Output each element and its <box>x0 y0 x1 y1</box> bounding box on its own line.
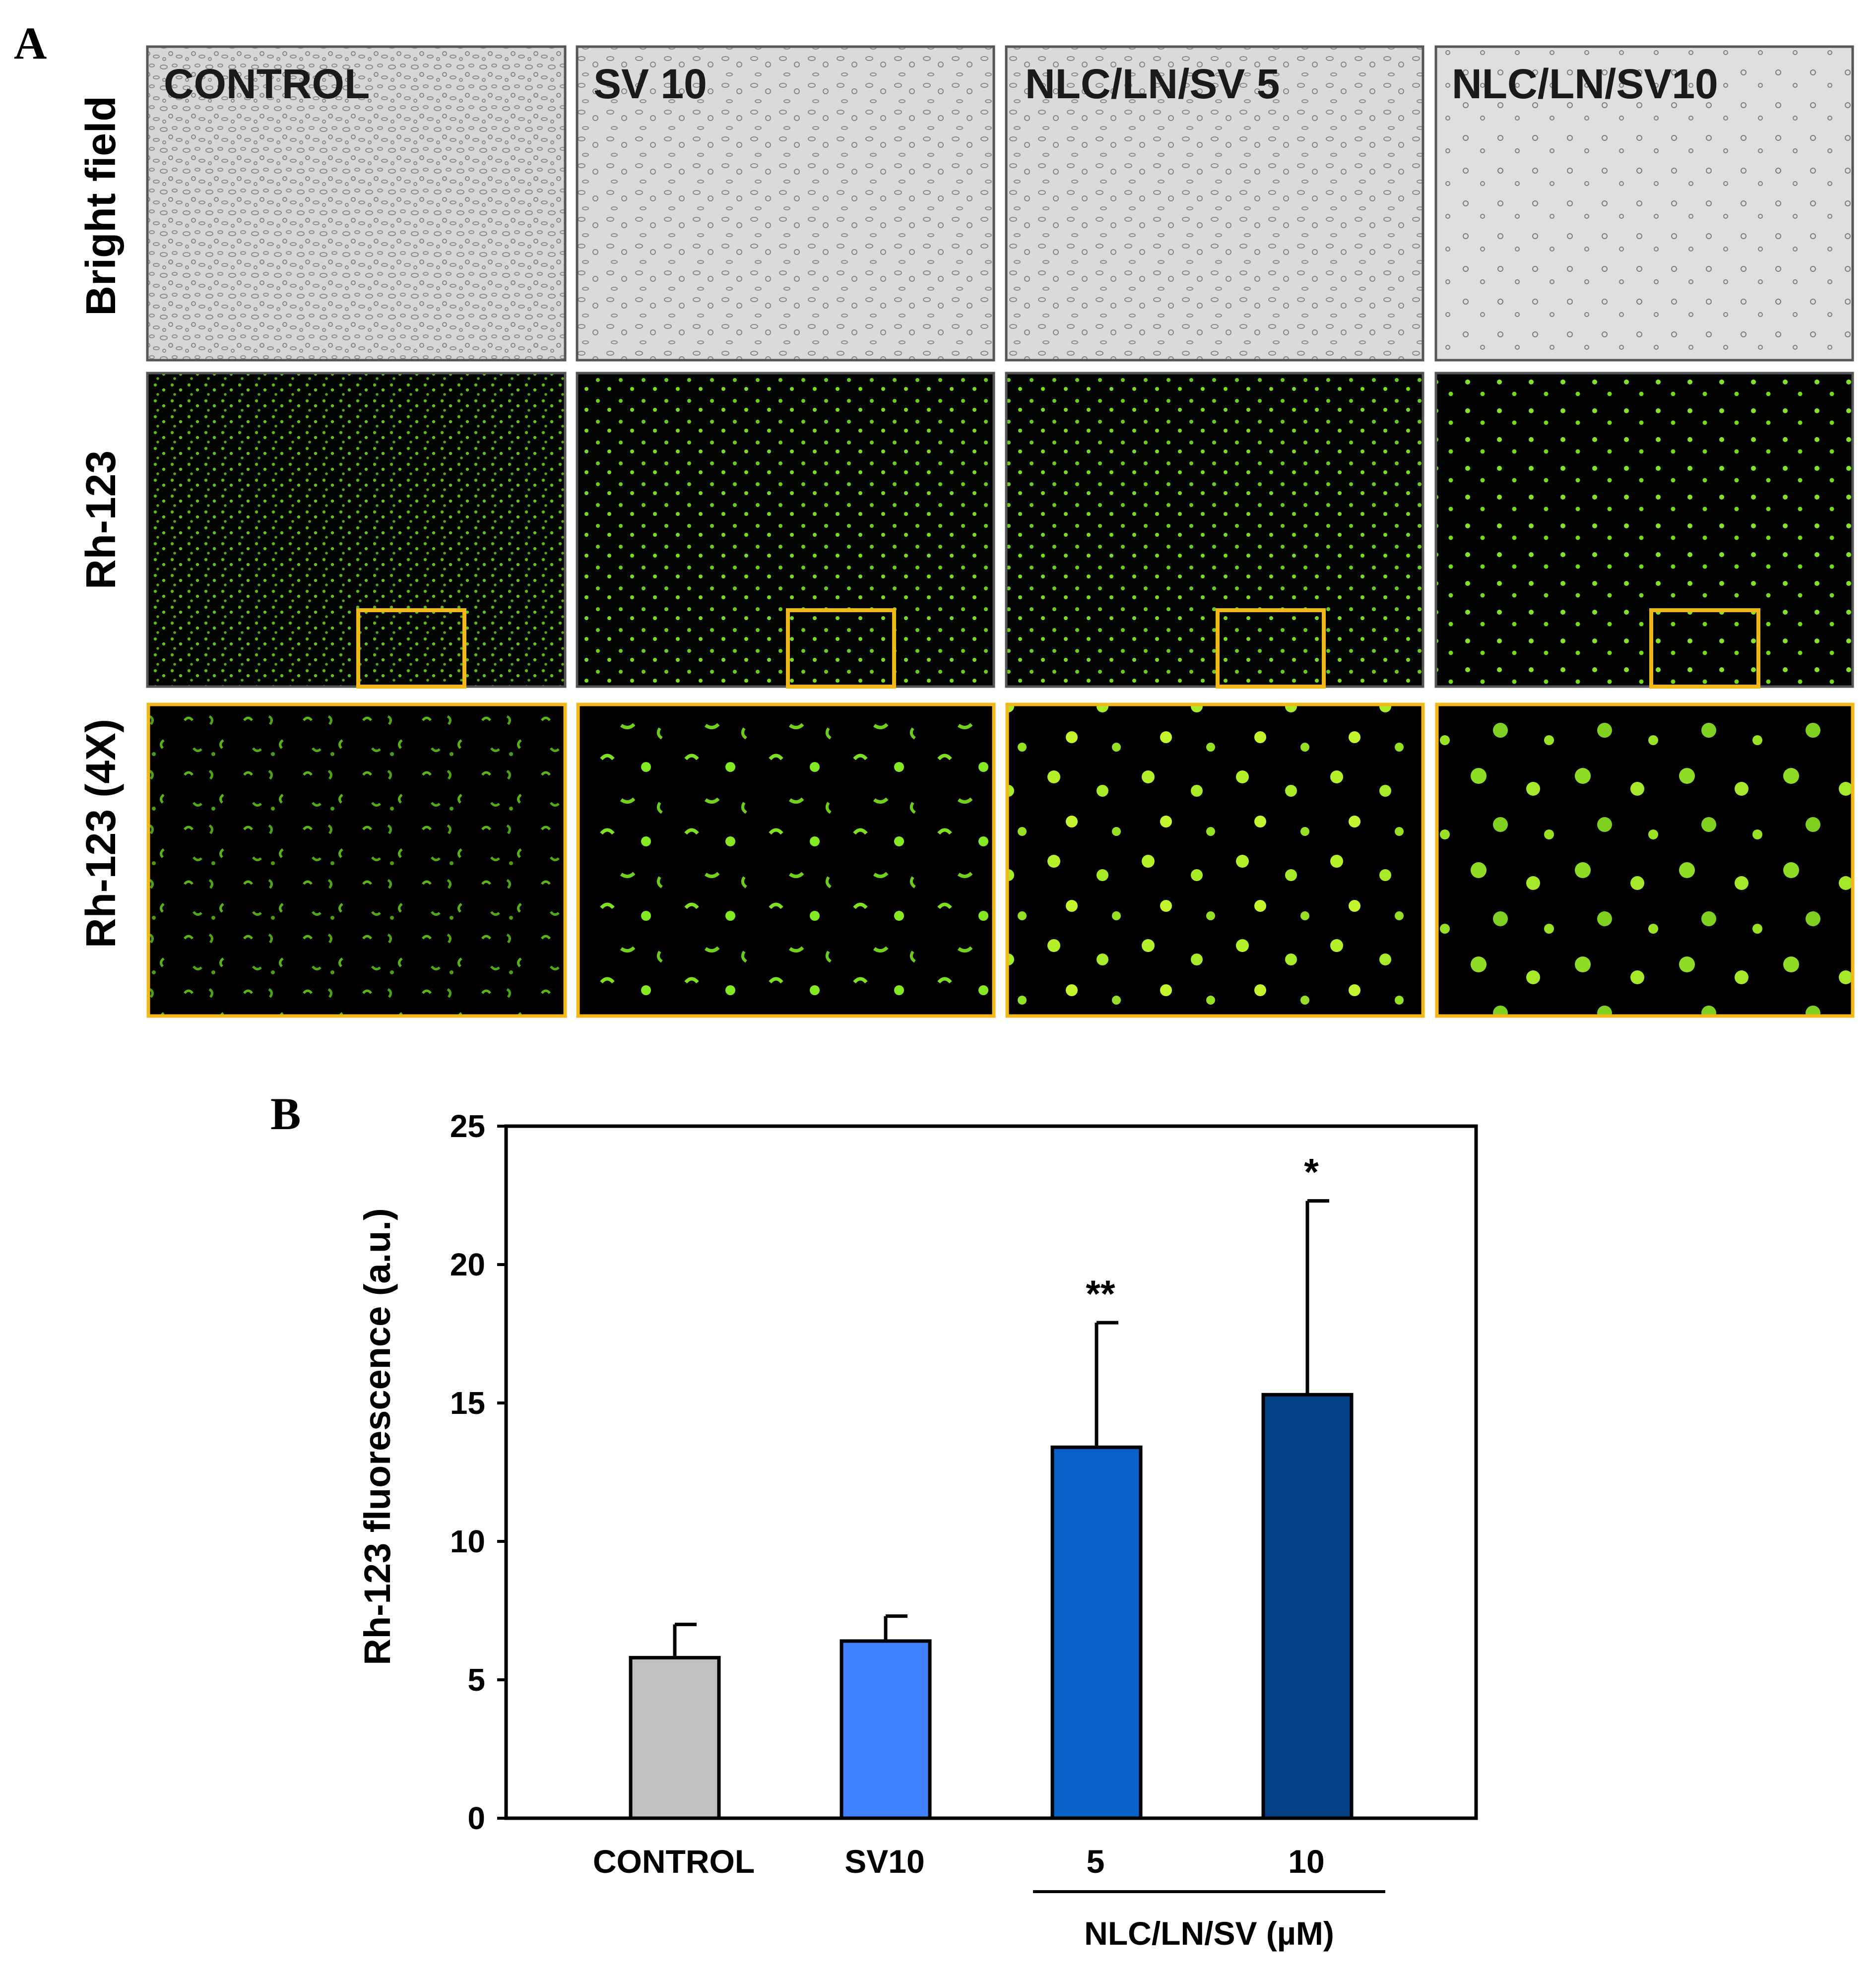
column-title-nlc5: NLC/LN/SV 5 <box>1025 61 1280 107</box>
panel-b: B Rh-123 fluorescence (a.u.) 0510152025 … <box>270 1088 1478 1952</box>
row-label-rh123-4x: Rh-123 (4X) <box>77 719 124 948</box>
panel-a-letter: A <box>14 18 47 68</box>
brightfield-sv10-tile <box>576 45 995 362</box>
y-tick-label: 10 <box>450 1524 485 1559</box>
fluorescence-nlc5-tile <box>1005 372 1424 688</box>
zoom-region-box-control <box>356 608 466 689</box>
bar-0 <box>629 1655 721 1820</box>
y-tick-label: 15 <box>450 1385 485 1421</box>
zoom-control-tile <box>146 702 567 1018</box>
y-axis-label: Rh-123 fluorescence (a.u.) <box>357 1208 398 1665</box>
fluorescence-row <box>146 372 1854 689</box>
brightfield-nlc5-tile <box>1005 45 1424 362</box>
zoom-row <box>146 702 1855 1018</box>
zoom-sv10-tile <box>576 702 996 1018</box>
y-tick-label: 0 <box>467 1800 485 1836</box>
zoom-region-box-nlc10 <box>1649 608 1760 689</box>
plot-frame <box>504 1124 1478 1820</box>
y-tick-label: 5 <box>467 1662 485 1698</box>
panel-b-letter: B <box>270 1088 301 1139</box>
row-label-rh123: Rh-123 <box>77 450 124 589</box>
category-label-3: 10 <box>1288 1843 1324 1880</box>
bars <box>629 1393 1354 1820</box>
brightfield-control-tile <box>146 45 567 362</box>
fluorescence-nlc10-tile <box>1434 372 1854 688</box>
error-bars <box>673 1199 1329 1658</box>
bar-3 <box>1261 1393 1354 1820</box>
bar-2 <box>1050 1445 1143 1820</box>
y-axis-ticks: 0 5 10 15 20 25 <box>450 1108 506 1836</box>
category-label-1: SV10 <box>844 1843 924 1880</box>
zoom-region-box-sv10 <box>786 608 896 689</box>
zoom-region-box-nlc5 <box>1216 608 1326 689</box>
y-tick-label: 25 <box>450 1108 485 1144</box>
category-label-0: CONTROL <box>593 1843 755 1880</box>
fluorescence-sv10-tile <box>576 372 995 688</box>
zoom-nlc5-tile <box>1005 702 1425 1018</box>
category-labels: CONTROL SV10 5 10 <box>593 1843 1325 1880</box>
significance-mark-2: ** <box>1086 1273 1115 1315</box>
brightfield-row: CONTROL SV 10 NLC/LN/SV 5 NLC/LN/SV10 <box>146 45 1854 362</box>
zoom-nlc10-tile <box>1435 702 1855 1018</box>
column-title-control: CONTROL <box>164 61 370 107</box>
column-title-sv10: SV 10 <box>593 61 707 107</box>
group-label: NLC/LN/SV (µM) <box>1084 1915 1334 1952</box>
row-label-bright-field: Bright field <box>77 96 124 316</box>
brightfield-nlc10-tile <box>1434 45 1854 362</box>
panel-a: A Bright field Rh-123 Rh-123 (4X) CONTRO… <box>14 18 1855 1018</box>
significance-mark-3: * <box>1304 1151 1319 1194</box>
column-title-nlc10: NLC/LN/SV10 <box>1452 61 1718 107</box>
bar-1 <box>840 1639 932 1820</box>
category-label-2: 5 <box>1087 1843 1105 1880</box>
significance-marks: *** <box>1086 1151 1319 1316</box>
y-tick-label: 20 <box>450 1247 485 1282</box>
